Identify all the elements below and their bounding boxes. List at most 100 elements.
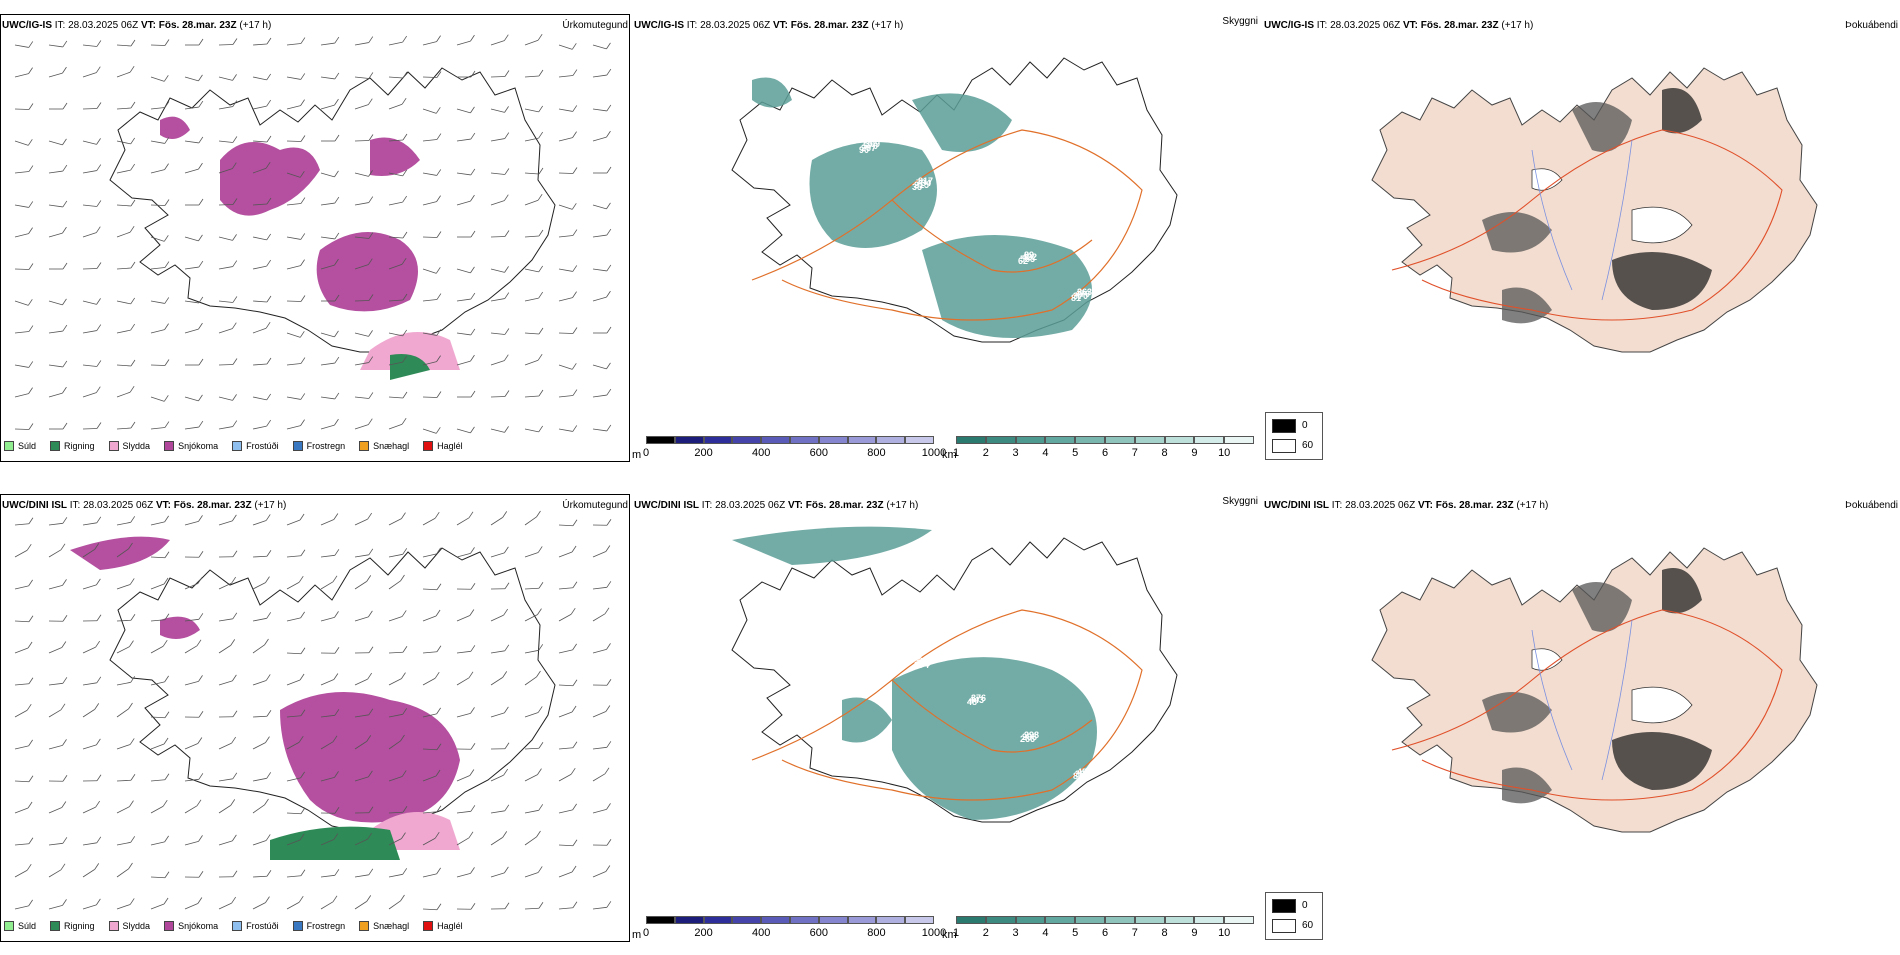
visibility-value-label: 14 (859, 625, 869, 635)
colorbar-tick-label: 9 (1191, 927, 1197, 939)
precip-legend-label: Rigning (64, 441, 95, 451)
colorbar-tick-label: 3 (1013, 447, 1019, 459)
colorbar-segment (1075, 916, 1105, 924)
colorbar-segment (1224, 436, 1254, 444)
colorbar-segment (956, 916, 986, 924)
colorbar-segment (1016, 436, 1046, 444)
precip-legend-label: Frostúði (246, 921, 279, 931)
colorbar-segment (876, 436, 905, 444)
precip-legend-label: Súld (18, 921, 36, 931)
fog-panel: UWC/IG-IS IT: 28.03.2025 06Z VT: Fös. 28… (1262, 0, 1900, 475)
fog-legend-swatch-1 (1272, 439, 1296, 453)
colorbar-segment (1045, 436, 1075, 444)
precip-legend-item: Frostregn (293, 441, 346, 451)
colorbar-segment (1194, 916, 1224, 924)
visibility-value-label: 146 (1124, 110, 1139, 120)
colorbar-tick-label: 3 (1013, 927, 1019, 939)
precip-legend-item: Súld (4, 441, 36, 451)
fog-legend-label-1: 60 (1302, 920, 1313, 931)
iceland-outline (110, 68, 555, 352)
precip-legend-item: Snjókoma (164, 441, 218, 451)
colorbar-segment (986, 436, 1016, 444)
colorbar-segment (819, 916, 848, 924)
precip-legend-swatch (109, 441, 119, 451)
precip-legend-label: Rigning (64, 921, 95, 931)
colorbar-tick-label: 4 (1042, 447, 1048, 459)
visibility-panel: UWC/DINI ISL IT: 28.03.2025 06Z VT: Fös.… (632, 480, 1262, 955)
precip-legend-swatch (293, 441, 303, 451)
fog-legend: 0 60 (1265, 892, 1323, 940)
precip-legend-swatch (423, 441, 433, 451)
precip-legend-label: Snæhagl (373, 441, 409, 451)
colorbar-segment (848, 436, 877, 444)
colorbar-segment (1016, 916, 1046, 924)
colorbar-tick-label: 2 (983, 927, 989, 939)
fog-map (1262, 30, 1900, 450)
colorbar-segment (1045, 916, 1075, 924)
precip-legend-item: Rigning (50, 441, 95, 451)
visibility-value-label: 35 (912, 182, 922, 192)
colorbar-segment (1194, 436, 1224, 444)
precip-map (0, 30, 630, 450)
visibility-value-label: 186 (1126, 588, 1141, 598)
fog-legend-swatch-1 (1272, 919, 1296, 933)
colorbar-segment (1224, 916, 1254, 924)
fog-legend-label-0: 0 (1302, 420, 1308, 431)
colorbar-segment (1105, 436, 1135, 444)
colorbar-segment (704, 436, 733, 444)
colorbar-tick-label: 0 (643, 447, 649, 459)
forecast-row: UWC/IG-IS IT: 28.03.2025 06Z VT: Fös. 28… (0, 0, 1900, 475)
colorbar-segment (704, 916, 733, 924)
colorbar-segment (675, 436, 704, 444)
colorbar-tick-label: 10 (1218, 927, 1230, 939)
precip-legend-label: Frostregn (307, 921, 346, 931)
colorbar-segment (1165, 916, 1195, 924)
colorbar-tick-label: 9 (1191, 447, 1197, 459)
visibility-value-label: 57 (812, 102, 822, 112)
colorbar-segment (790, 916, 819, 924)
colorbar-tick-label: 7 (1132, 447, 1138, 459)
colorbar-tick-label: 800 (867, 447, 885, 459)
fog-panel: UWC/DINI ISL IT: 28.03.2025 06Z VT: Fös.… (1262, 480, 1900, 955)
colorbar-unit: m (632, 929, 641, 941)
colorbar-tick-label: 2 (983, 447, 989, 459)
precip-legend-swatch (232, 921, 242, 931)
visibility-value-label: 266 (1020, 734, 1035, 744)
precip-map (0, 510, 630, 930)
precip-legend-swatch (293, 921, 303, 931)
colorbar-segment (1105, 916, 1135, 924)
precip-legend-item: Snæhagl (359, 441, 409, 451)
colorbar-segment (1165, 436, 1195, 444)
precip-legend-label: Haglél (437, 921, 463, 931)
visibility-value-label: 90 (859, 145, 869, 155)
colorbar-tick-label: 6 (1102, 447, 1108, 459)
precip-type-panel: UWC/IG-IS IT: 28.03.2025 06Z VT: Fös. 28… (0, 0, 632, 475)
colorbar-tick-label: 6 (1102, 927, 1108, 939)
colorbar-tick-label: 200 (694, 927, 712, 939)
colorbar-segment (1075, 436, 1105, 444)
colorbar-tick-label: 0 (643, 927, 649, 939)
visibility-value-label: 286 (965, 219, 980, 229)
precip-legend-item: Frostúði (232, 441, 279, 451)
low-visibility-area (732, 527, 932, 565)
colorbar-tick-label: 5 (1072, 927, 1078, 939)
colorbar-segment (905, 436, 934, 444)
colorbar-tick-label: 10 (1218, 447, 1230, 459)
colorbar-tick-label: 8 (1162, 447, 1168, 459)
forecast-row: UWC/DINI ISL IT: 28.03.2025 06Z VT: Fös.… (0, 480, 1900, 955)
low-visibility-area (810, 142, 938, 248)
colorbar-tick-label: 1 (953, 927, 959, 939)
colorbar-segment (790, 436, 819, 444)
colorbar-tick-label: 200 (694, 447, 712, 459)
fog-legend-swatch-0 (1272, 899, 1296, 913)
colorbar-segment (675, 916, 704, 924)
precip-legend-item: Snæhagl (359, 921, 409, 931)
visibility-value-label: 530 (812, 582, 827, 592)
panel-tag: Skyggni (1222, 496, 1258, 507)
colorbar-tick-label: 600 (810, 927, 828, 939)
precip-legend-swatch (4, 921, 14, 931)
colorbar-tick-label: 4 (1042, 927, 1048, 939)
